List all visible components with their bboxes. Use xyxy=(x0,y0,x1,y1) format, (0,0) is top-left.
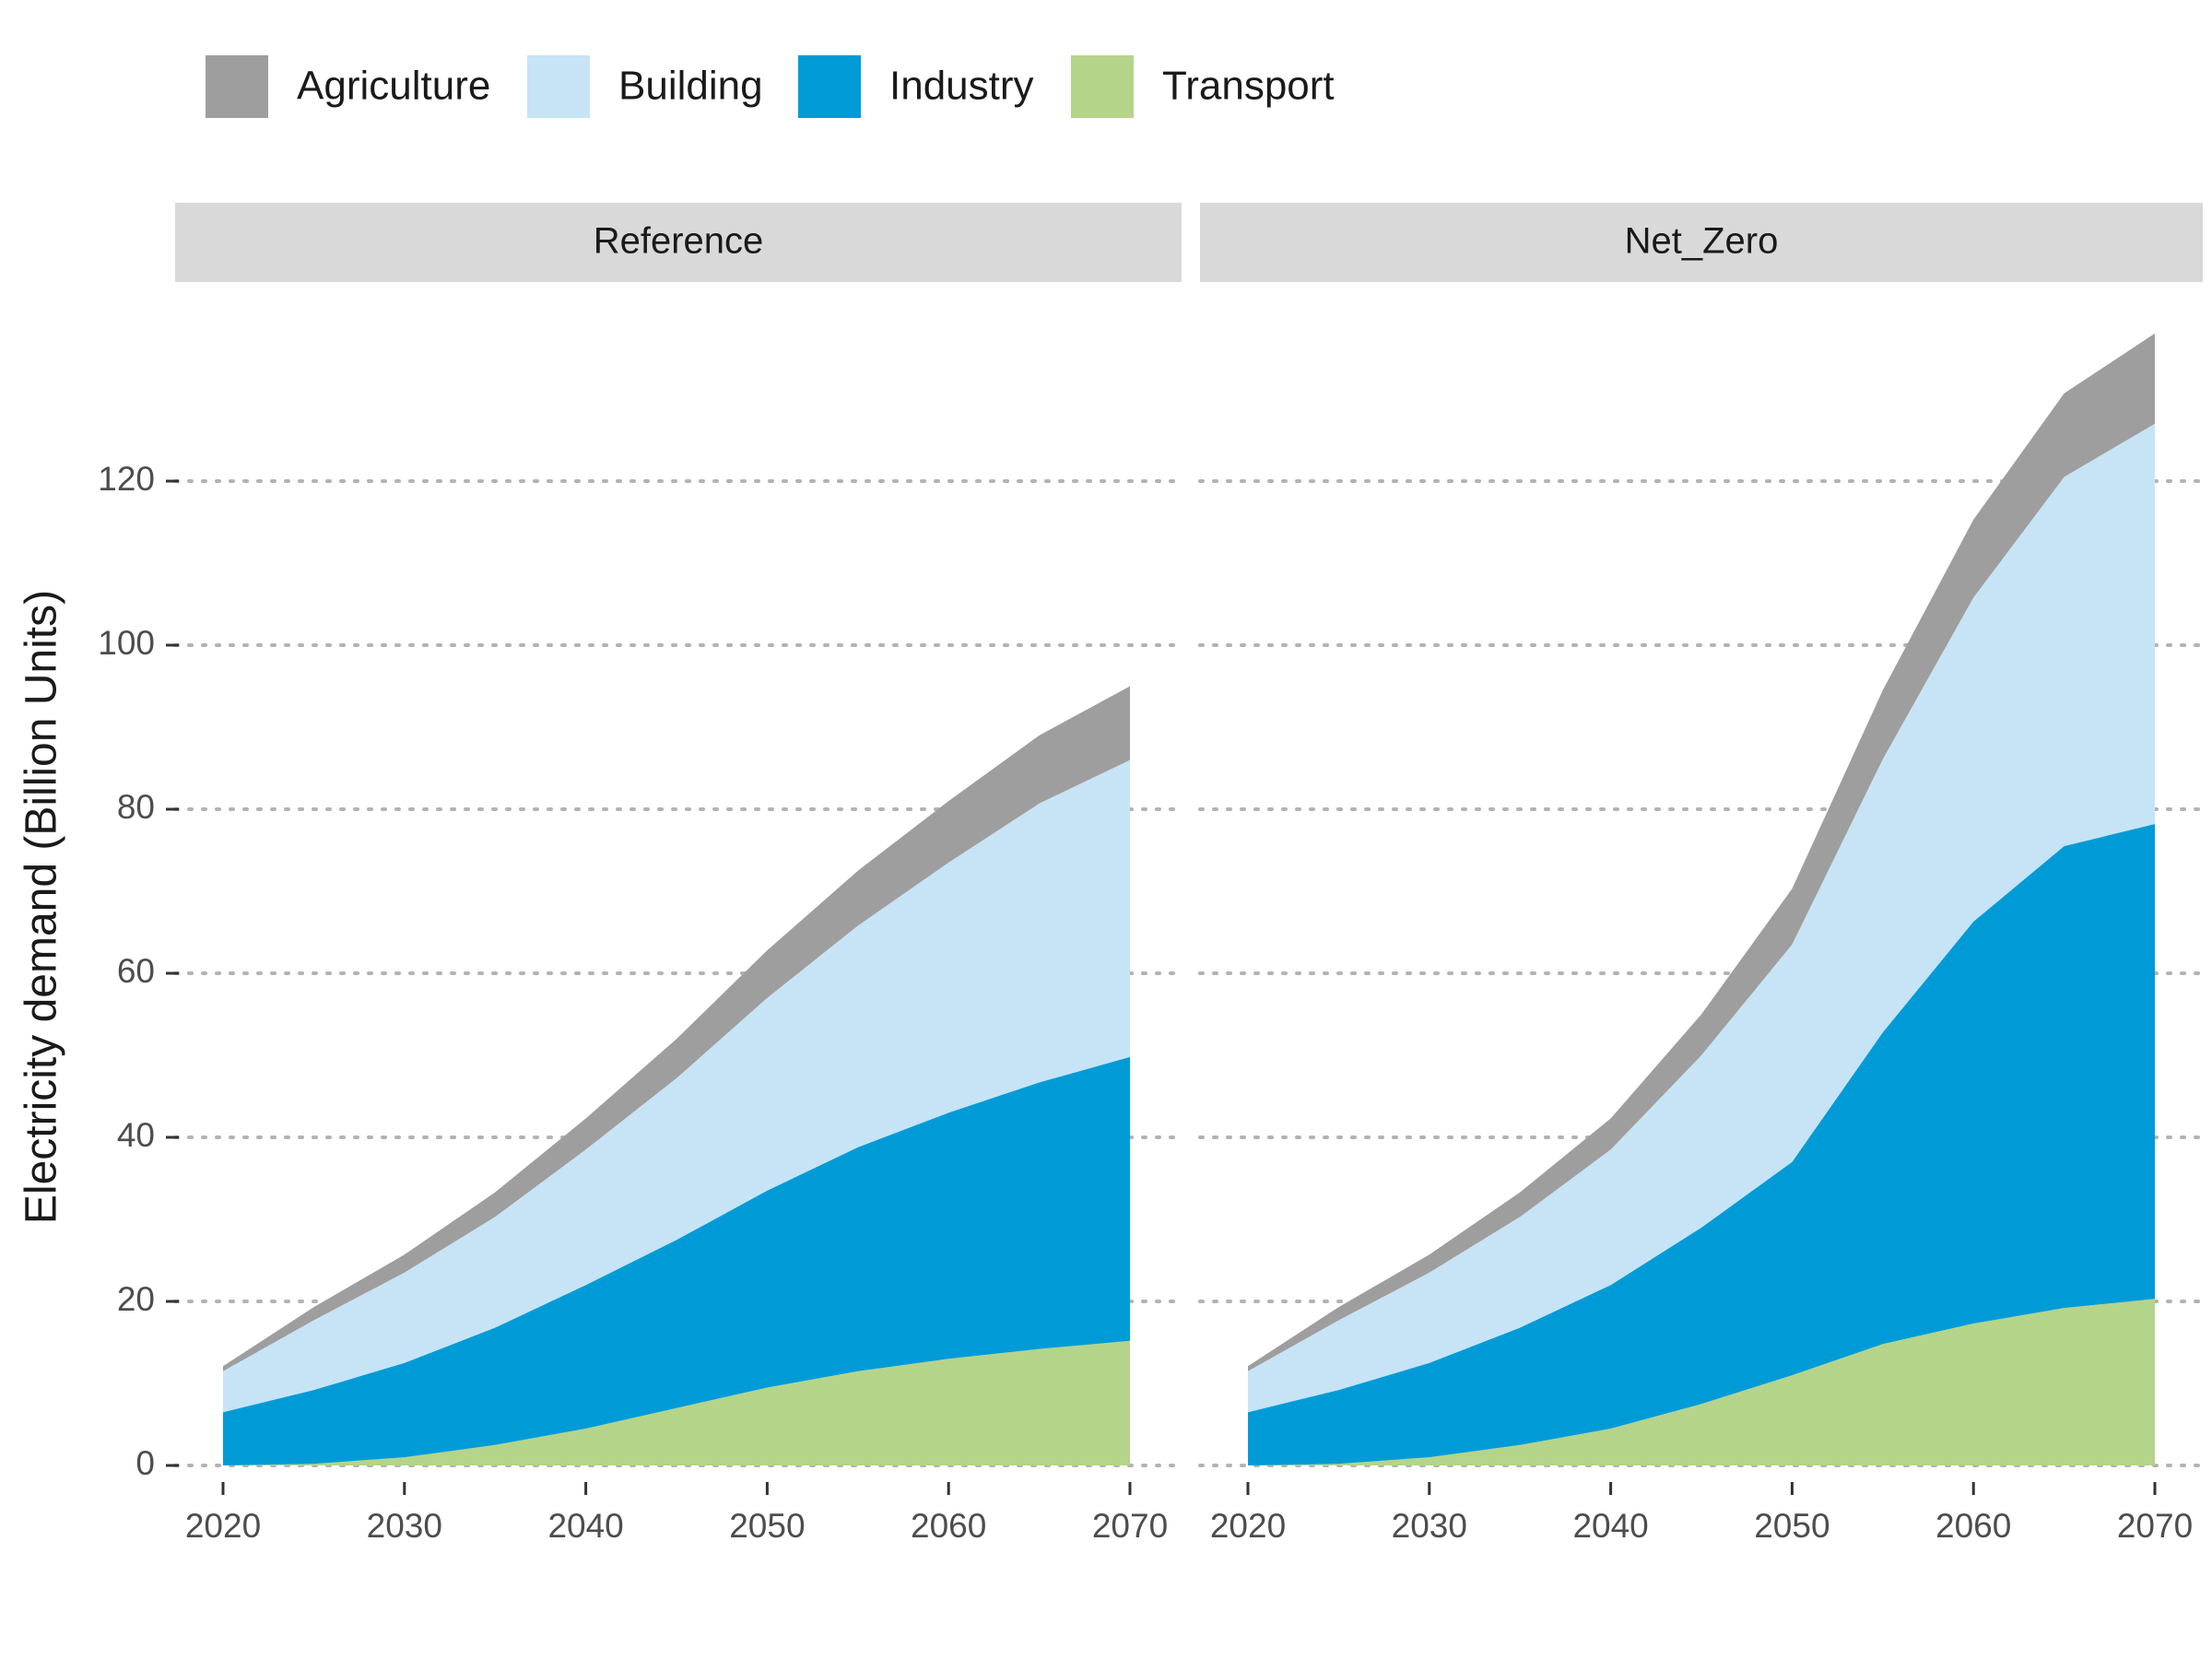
legend-label-industry: Industry xyxy=(889,64,1034,109)
x-tick-label: 2040 xyxy=(1572,1507,1648,1545)
x-tick-label: 2030 xyxy=(1392,1507,1467,1545)
y-tick-label: 100 xyxy=(98,624,155,662)
legend-label-building: Building xyxy=(618,64,763,109)
y-tick-label: 120 xyxy=(98,460,155,498)
legend-item-transport: Transport xyxy=(1071,55,1335,118)
area-building xyxy=(1248,423,2155,1413)
panel-title: Reference xyxy=(594,221,764,262)
y-tick-label: 40 xyxy=(117,1116,155,1154)
legend-key-industry xyxy=(798,55,861,118)
legend-key-agriculture xyxy=(206,55,268,118)
legend-label-agriculture: Agriculture xyxy=(297,64,490,109)
legend-key-building xyxy=(527,55,590,118)
x-tick-label: 2050 xyxy=(729,1507,805,1545)
y-tick-label: 20 xyxy=(117,1280,155,1318)
legend-label-transport: Transport xyxy=(1162,64,1335,109)
area-agriculture xyxy=(1248,333,2155,1371)
x-tick-label: 2030 xyxy=(367,1507,442,1545)
panel-reference: Reference 2020 2030 2040 2050 2060 2070 xyxy=(173,203,1183,1545)
area-industry xyxy=(223,1056,1130,1465)
legend-item-building: Building xyxy=(527,55,763,118)
y-tick-label: 60 xyxy=(117,952,155,990)
x-tick-label: 2070 xyxy=(2117,1507,2193,1545)
area-transport xyxy=(223,1340,1130,1465)
y-tick-label: 0 xyxy=(135,1444,155,1482)
x-tick-label: 2060 xyxy=(1936,1507,2011,1545)
area-building xyxy=(223,759,1130,1413)
panel-strip xyxy=(175,203,1182,282)
legend-item-industry: Industry xyxy=(798,55,1034,118)
y-tick-label: 80 xyxy=(117,788,155,826)
legend: Agriculture Building Industry Transport xyxy=(206,55,1335,118)
panel-strip xyxy=(1200,203,2203,282)
x-tick-label: 2020 xyxy=(185,1507,261,1545)
area-transport xyxy=(1248,1299,2155,1465)
y-axis-label: Electricity demand (Billion Units) xyxy=(18,590,66,1224)
panel-net_zero: Net_Zero 2020 2030 2040 2050 2060 2070 xyxy=(1198,203,2205,1545)
x-tick-label: 2070 xyxy=(1092,1507,1168,1545)
panel-title: Net_Zero xyxy=(1625,221,1779,262)
area-agriculture xyxy=(223,686,1130,1371)
x-tick-label: 2050 xyxy=(1754,1507,1830,1545)
y-axis: 0 20 40 60 80 100 120 xyxy=(98,460,179,1482)
x-tick-label: 2060 xyxy=(911,1507,986,1545)
legend-key-transport xyxy=(1071,55,1134,118)
x-tick-label: 2020 xyxy=(1210,1507,1286,1545)
area-industry xyxy=(1248,824,2155,1465)
legend-item-agriculture: Agriculture xyxy=(206,55,490,118)
x-tick-label: 2040 xyxy=(547,1507,623,1545)
